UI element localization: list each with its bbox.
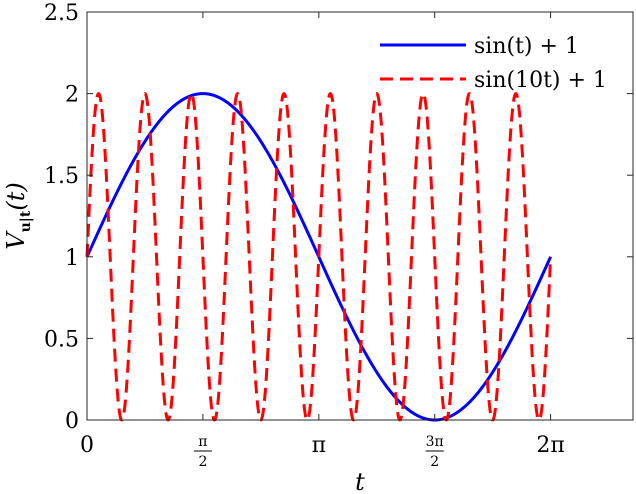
x-tick-label: π (312, 433, 326, 458)
y-tick-label: 2 (65, 83, 79, 108)
legend-label-sin-10t: sin(10t) + 1 (474, 68, 607, 93)
x-tick-label: 2π (536, 433, 564, 458)
axes-box (86, 11, 634, 421)
legend-label-sin-t: sin(t) + 1 (474, 34, 579, 59)
y-axis-label-subscript: u|t (18, 210, 34, 232)
series-line-sin-10t (85, 92, 553, 422)
y-tick-label: 0 (65, 409, 79, 434)
x-tick-label: 3π2 (426, 434, 444, 470)
svg-text:Vu|t(t): Vu|t(t) (2, 182, 34, 249)
y-tick-label: 2.5 (44, 1, 79, 26)
series-layer (85, 92, 553, 422)
x-tick-label-denominator: 2 (430, 454, 439, 470)
x-tick-label-numerator: 3π (426, 434, 444, 450)
x-tick-label: π2 (193, 434, 212, 470)
y-axis-label: Vu|t(t) (2, 182, 34, 249)
x-axis-label: t (355, 468, 365, 494)
y-tick-label: 1 (65, 246, 79, 271)
legend: sin(t) + 1 sin(10t) + 1 (380, 34, 607, 93)
y-axis-label-argument: (t) (2, 182, 30, 210)
x-tick-label-denominator: 2 (198, 454, 207, 470)
y-tick-label: 1.5 (44, 164, 79, 189)
x-tick-label: 0 (80, 433, 94, 458)
x-tick-label-numerator: π (198, 434, 207, 450)
y-axis-label-main: V (2, 230, 30, 250)
y-tick-label: 0.5 (44, 327, 79, 352)
